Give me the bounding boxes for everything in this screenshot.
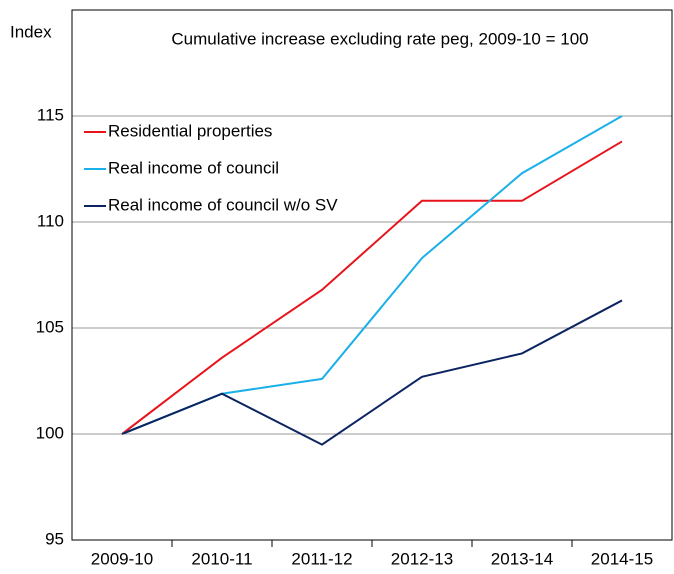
- x-tick-label: 2012-13: [391, 549, 453, 568]
- legend-label: Real income of council: [108, 158, 279, 177]
- y-tick-label: 110: [37, 211, 64, 230]
- x-tick-label: 2014-15: [591, 549, 653, 568]
- x-tick-label: 2009-10: [91, 549, 153, 568]
- y-tick-label: 105: [36, 317, 64, 336]
- y-tick-label: 95: [45, 529, 64, 548]
- legend-label: Real income of council w/o SV: [108, 195, 338, 214]
- x-tick-label: 2013-14: [491, 549, 553, 568]
- y-tick-label: 115: [37, 105, 64, 124]
- chart-title: Cumulative increase excluding rate peg, …: [171, 29, 588, 48]
- legend-label: Residential properties: [108, 121, 272, 140]
- plot-frame: [71, 9, 673, 541]
- series-line: [121, 140, 623, 435]
- y-axis-label: Index: [10, 22, 52, 41]
- x-tick-label: 2011-12: [291, 549, 352, 568]
- y-tick-label: 100: [36, 423, 64, 442]
- x-tick-label: 2010-11: [191, 549, 252, 568]
- series-line: [121, 299, 623, 446]
